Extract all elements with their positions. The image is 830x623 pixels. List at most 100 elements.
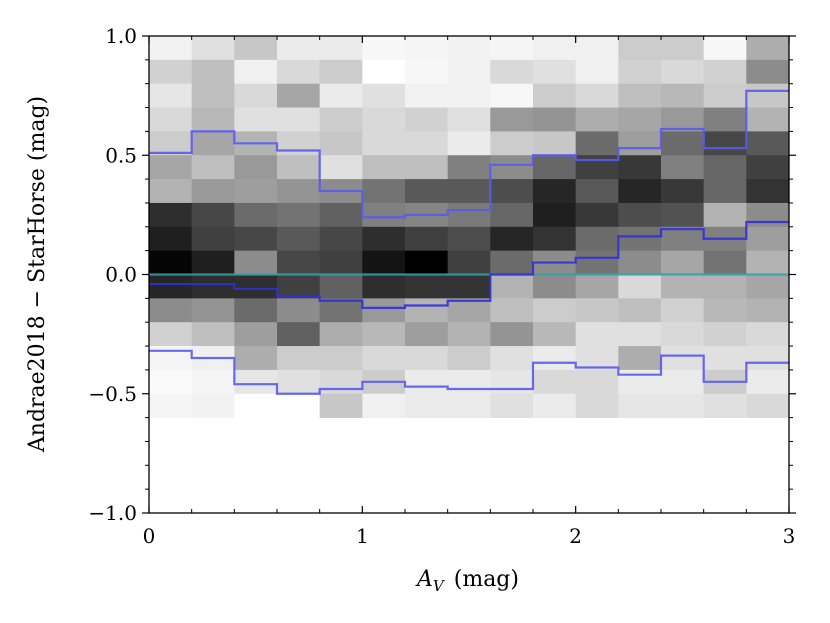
heatmap-cell: [447, 369, 491, 395]
heatmap-cell: [447, 83, 491, 108]
heatmap-cell: [490, 274, 534, 299]
heatmap-cell: [618, 155, 662, 180]
heatmap-cell: [234, 369, 278, 395]
percentile-line-3: [149, 349, 789, 395]
heatmap-cell: [405, 250, 449, 275]
heatmap-cell: [661, 346, 705, 371]
heatmap-cell: [234, 83, 278, 108]
heatmap-cell: [405, 369, 449, 395]
heatmap-cell: [661, 59, 705, 85]
heatmap-cell: [533, 298, 577, 323]
heatmap-cell: [362, 322, 406, 347]
heatmap-cell: [362, 131, 406, 156]
heatmap-cell: [575, 107, 619, 132]
heatmap-cell: [703, 155, 747, 180]
heatmap-cell: [191, 179, 235, 204]
heatmap-cell: [703, 107, 747, 132]
heatmap-cell: [490, 298, 534, 323]
heatmap-cell: [319, 393, 363, 418]
heatmap-cell: [149, 274, 193, 299]
heatmap-cell: [277, 346, 321, 371]
heatmap-cell: [362, 202, 406, 228]
heatmap-cell: [319, 346, 363, 371]
heatmap-cell: [277, 36, 321, 61]
heatmap-cell: [362, 36, 406, 61]
heatmap-cell: [746, 59, 790, 85]
heatmap-cell: [191, 107, 235, 132]
heatmap-cell: [191, 202, 235, 228]
heatmap-cell: [661, 179, 705, 204]
heatmap-cell: [490, 83, 534, 108]
heatmap-cell: [405, 346, 449, 371]
heatmap-cell: [277, 250, 321, 275]
heatmap-cell: [405, 155, 449, 180]
heatmap-cell: [149, 36, 193, 61]
heatmap-cell: [149, 155, 193, 180]
heatmap-cell: [575, 346, 619, 371]
heatmap-cell: [703, 36, 747, 61]
heatmap-cell: [575, 179, 619, 204]
heatmap-cell: [149, 202, 193, 228]
y-tick-label: −1.0: [88, 501, 137, 525]
heatmap-cell: [575, 59, 619, 85]
heatmap-cell: [490, 36, 534, 61]
heatmap-cell: [575, 274, 619, 299]
heatmap-cell: [191, 274, 235, 299]
heatmap-cell: [362, 83, 406, 108]
heatmap-cell: [234, 322, 278, 347]
heatmap-cell: [618, 274, 662, 299]
heatmap-cell: [661, 322, 705, 347]
y-axis-label: Andrae2018 − StarHorse (mag): [25, 96, 50, 453]
heatmap-cell: [618, 298, 662, 323]
heatmap-cell: [703, 298, 747, 323]
heatmap-cell: [746, 346, 790, 371]
heatmap-cell: [533, 155, 577, 180]
heatmap-cell: [277, 393, 321, 418]
heatmap-cell: [447, 179, 491, 204]
heatmap-cell: [447, 131, 491, 156]
heatmap-cell: [319, 36, 363, 61]
heatmap-cell: [703, 83, 747, 108]
heatmap-cell: [661, 369, 705, 395]
heatmap-cell: [191, 131, 235, 156]
heatmap-cell: [447, 250, 491, 275]
x-axis-label: AV (mag): [415, 567, 519, 595]
heatmap-cell: [490, 346, 534, 371]
heatmap-cell: [618, 59, 662, 85]
heatmap-cell: [533, 393, 577, 418]
heatmap-cell: [277, 322, 321, 347]
heatmap-cell: [191, 59, 235, 85]
heatmap-cell: [362, 346, 406, 371]
heatmap-cell: [447, 393, 491, 418]
heatmap-cell: [703, 131, 747, 156]
heatmap-cell: [575, 393, 619, 418]
heatmap-cell: [277, 202, 321, 228]
heatmap-cell: [746, 202, 790, 228]
heatmap-cell: [746, 107, 790, 132]
heatmap-cell: [447, 202, 491, 228]
heatmap-cell: [149, 298, 193, 323]
heatmap-cell: [490, 369, 534, 395]
y-tick-label: −0.5: [88, 382, 137, 406]
heatmap-cell: [703, 346, 747, 371]
heatmap-cell: [746, 298, 790, 323]
heatmap-cell: [533, 322, 577, 347]
heatmap-cell: [703, 59, 747, 85]
heatmap-cell: [661, 393, 705, 418]
heatmap-cell: [490, 250, 534, 275]
heatmap-cell: [746, 393, 790, 418]
percentile-lines: [149, 89, 789, 395]
heatmap-cell: [746, 131, 790, 156]
heatmap-cell: [149, 226, 193, 252]
heatmap-cell: [405, 298, 449, 323]
heatmap-cell: [447, 346, 491, 371]
heatmap-cell: [746, 179, 790, 204]
heatmap-cell: [362, 274, 406, 299]
x-axis-label-main: A: [415, 567, 433, 592]
heatmap-cell: [362, 155, 406, 180]
heatmap-cell: [191, 155, 235, 180]
heatmap-cell: [405, 36, 449, 61]
heatmap-cell: [319, 155, 363, 180]
heatmap-cell: [490, 202, 534, 228]
